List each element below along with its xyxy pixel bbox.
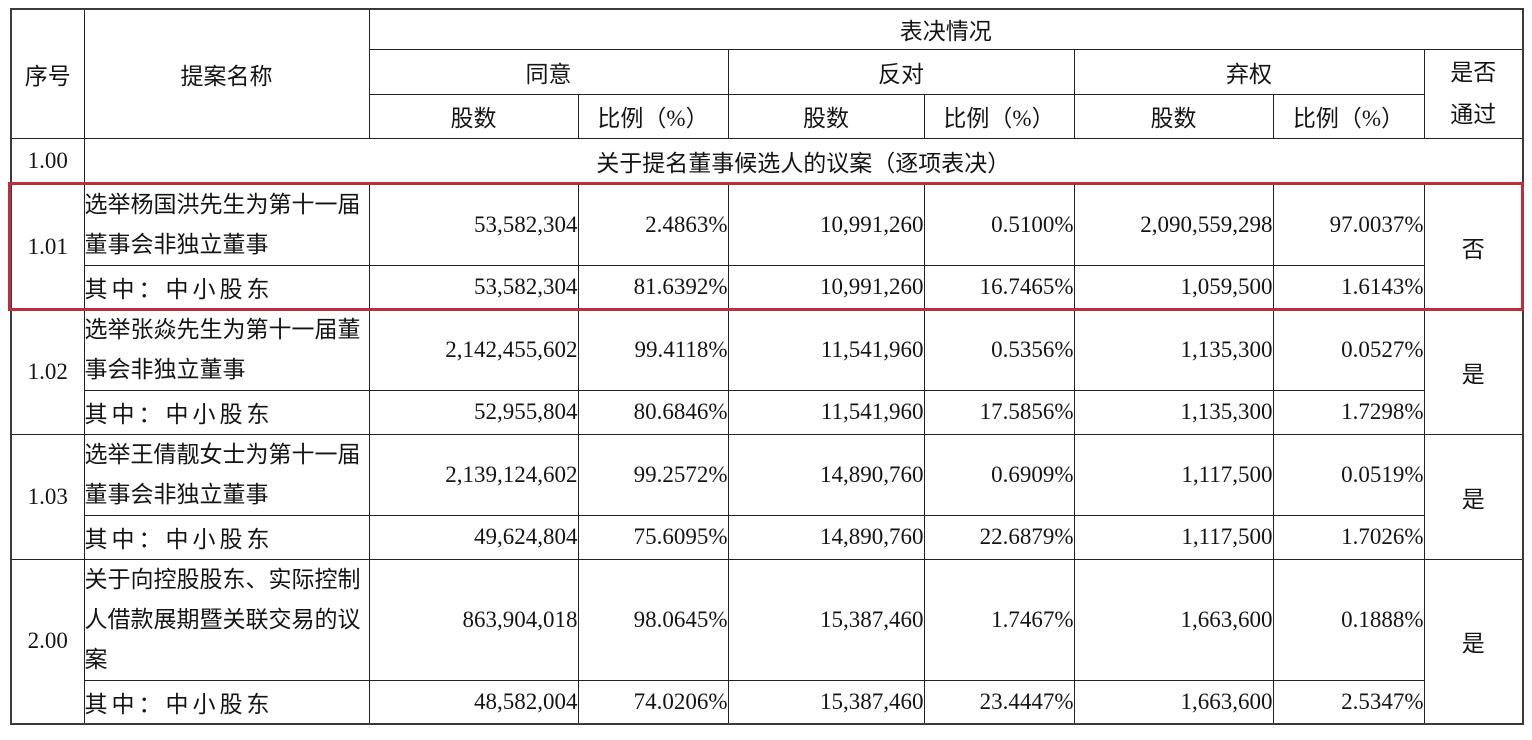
header-vote-status: 表决情况 (368, 8, 1524, 50)
section-title: 关于提名董事候选人的议案（逐项表决） (83, 137, 1524, 185)
minor-against-shares: 10,991,260 (727, 264, 925, 310)
minor-abstain-shares: 1,117,500 (1073, 514, 1274, 560)
abstain-shares: 1,663,600 (1073, 558, 1274, 681)
minor-abstain-ratio: 1.7298% (1272, 389, 1425, 435)
minor-against-ratio: 16.7465% (923, 264, 1075, 310)
abstain-shares: 2,090,559,298 (1073, 183, 1274, 266)
proposal-seq: 2.00 (10, 558, 85, 725)
minor-agree-ratio: 74.0206% (577, 679, 729, 725)
vote-results-table: 序号 提案名称 表决情况 同意 反对 弃权 是否 通过 股数 比例（%） 股数 … (10, 8, 1525, 725)
minor-abstain-ratio: 1.7026% (1272, 514, 1425, 560)
against-ratio: 0.6909% (923, 433, 1075, 516)
proposal-row: 1.03 选举王倩靓女士为第十一届董事会非独立董事 2,139,124,602 … (10, 433, 1524, 560)
minor-agree-shares: 52,955,804 (368, 389, 579, 435)
minor-against-ratio: 23.4447% (923, 679, 1075, 725)
header-against-ratio: 比例（%） (923, 93, 1075, 139)
minor-agree-shares: 48,582,004 (368, 679, 579, 725)
minor-shareholder-row: 其中：中小股东 49,624,804 75.6095% 14,890,760 2… (11, 514, 1523, 560)
against-ratio: 1.7467% (923, 558, 1075, 681)
proposal-name: 选举王倩靓女士为第十一届董事会非独立董事 (83, 433, 370, 516)
vote-results-table-wrap: 序号 提案名称 表决情况 同意 反对 弃权 是否 通过 股数 比例（%） 股数 … (8, 8, 1525, 725)
minor-against-shares: 15,387,460 (727, 679, 925, 725)
header-agree-shares: 股数 (368, 93, 579, 139)
header-passed-line1: 是否 (1450, 59, 1497, 85)
minor-abstain-shares: 1,663,600 (1073, 679, 1274, 725)
against-shares: 15,387,460 (727, 558, 925, 681)
proposal-seq: 1.03 (10, 433, 85, 560)
minor-abstain-ratio: 2.5347% (1272, 679, 1425, 725)
minor-against-ratio: 17.5856% (923, 389, 1075, 435)
header-passed: 是否 通过 (1423, 48, 1524, 139)
abstain-shares: 1,135,300 (1073, 308, 1274, 391)
header-against-shares: 股数 (727, 93, 925, 139)
abstain-ratio: 0.0519% (1272, 433, 1425, 516)
against-shares: 14,890,760 (727, 433, 925, 516)
header-against: 反对 (727, 48, 1075, 95)
header-proposal: 提案名称 (83, 8, 370, 139)
agree-ratio: 99.2572% (577, 433, 729, 516)
minor-against-shares: 14,890,760 (727, 514, 925, 560)
proposal-name: 选举杨国洪先生为第十一届董事会非独立董事 (83, 183, 370, 266)
passed-value: 否 (1423, 183, 1524, 310)
header-agree: 同意 (368, 48, 729, 95)
header-agree-ratio: 比例（%） (577, 93, 729, 139)
minor-abstain-ratio: 1.6143% (1272, 264, 1425, 310)
header-seq: 序号 (10, 8, 85, 139)
minor-label: 其中：中小股东 (83, 679, 370, 725)
minor-agree-ratio: 75.6095% (577, 514, 729, 560)
header-abstain: 弃权 (1073, 48, 1425, 95)
header-abstain-ratio: 比例（%） (1272, 93, 1425, 139)
minor-agree-ratio: 81.6392% (577, 264, 729, 310)
minor-abstain-shares: 1,059,500 (1073, 264, 1274, 310)
minor-label: 其中：中小股东 (83, 389, 370, 435)
minor-against-ratio: 22.6879% (923, 514, 1075, 560)
abstain-ratio: 0.0527% (1272, 308, 1425, 391)
against-ratio: 0.5356% (923, 308, 1075, 391)
proposal-name: 选举张焱先生为第十一届董事会非独立董事 (83, 308, 370, 391)
minor-abstain-shares: 1,135,300 (1073, 389, 1274, 435)
abstain-shares: 1,117,500 (1073, 433, 1274, 516)
section-row: 1.00 关于提名董事候选人的议案（逐项表决） (10, 137, 1524, 185)
header-passed-line2: 通过 (1450, 101, 1497, 127)
agree-shares: 2,142,455,602 (368, 308, 579, 391)
minor-label: 其中：中小股东 (83, 514, 370, 560)
proposal-row: 1.01 选举杨国洪先生为第十一届董事会非独立董事 53,582,304 2.4… (10, 183, 1524, 310)
minor-label: 其中：中小股东 (83, 264, 370, 310)
abstain-ratio: 97.0037% (1272, 183, 1425, 266)
proposal-seq: 1.02 (10, 308, 85, 435)
proposal-row: 1.02 选举张焱先生为第十一届董事会非独立董事 2,142,455,602 9… (10, 308, 1524, 435)
section-seq: 1.00 (10, 137, 85, 185)
header-abstain-shares: 股数 (1073, 93, 1274, 139)
minor-shareholder-row: 其中：中小股东 52,955,804 80.6846% 11,541,960 1… (11, 389, 1523, 435)
abstain-ratio: 0.1888% (1272, 558, 1425, 681)
agree-ratio: 2.4863% (577, 183, 729, 266)
against-shares: 10,991,260 (727, 183, 925, 266)
passed-value: 是 (1423, 308, 1524, 435)
minor-agree-shares: 49,624,804 (368, 514, 579, 560)
minor-shareholder-row: 其中：中小股东 53,582,304 81.6392% 10,991,260 1… (11, 264, 1523, 310)
agree-ratio: 98.0645% (577, 558, 729, 681)
proposal-row: 2.00 关于向控股股东、实际控制人借款展期暨关联交易的议案 863,904,0… (10, 558, 1524, 725)
agree-ratio: 99.4118% (577, 308, 729, 391)
proposal-seq: 1.01 (10, 183, 85, 310)
minor-agree-shares: 53,582,304 (368, 264, 579, 310)
proposal-name: 关于向控股股东、实际控制人借款展期暨关联交易的议案 (83, 558, 370, 681)
header-row-top: 序号 提案名称 表决情况 (10, 8, 1524, 139)
minor-shareholder-row: 其中：中小股东 48,582,004 74.0206% 15,387,460 2… (11, 679, 1523, 725)
agree-shares: 2,139,124,602 (368, 433, 579, 516)
passed-value: 是 (1423, 558, 1524, 725)
minor-agree-ratio: 80.6846% (577, 389, 729, 435)
agree-shares: 53,582,304 (368, 183, 579, 266)
header-row-sub: 股数 比例（%） 股数 比例（%） 股数 比例（%） (11, 93, 1523, 139)
against-shares: 11,541,960 (727, 308, 925, 391)
agree-shares: 863,904,018 (368, 558, 579, 681)
passed-value: 是 (1423, 433, 1524, 560)
minor-against-shares: 11,541,960 (727, 389, 925, 435)
against-ratio: 0.5100% (923, 183, 1075, 266)
